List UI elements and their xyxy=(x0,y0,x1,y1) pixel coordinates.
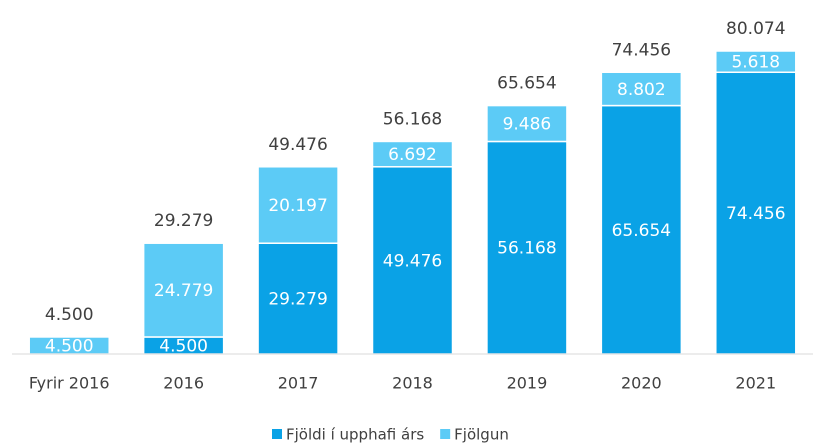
value-label: 56.168 xyxy=(497,239,556,259)
total-label: 56.168 xyxy=(383,109,442,129)
total-label: 49.476 xyxy=(268,135,327,155)
bar-segment xyxy=(715,71,797,355)
legend-swatch xyxy=(440,429,451,439)
value-label: 5.618 xyxy=(731,53,780,73)
value-label: 4.500 xyxy=(45,336,94,356)
x-tick-label: 2021 xyxy=(735,374,776,393)
total-label: 65.654 xyxy=(497,74,556,94)
total-label: 4.500 xyxy=(45,305,94,325)
bar-segment xyxy=(257,166,339,244)
bar-segment xyxy=(715,50,797,74)
x-tick-label: 2016 xyxy=(163,374,204,393)
bar-segment xyxy=(142,242,225,338)
x-tick-label: 2018 xyxy=(392,374,433,393)
value-label: 9.486 xyxy=(503,115,552,135)
bar-segment xyxy=(486,140,568,355)
legend-swatch xyxy=(272,429,282,439)
value-label: 24.779 xyxy=(154,281,213,301)
total-label: 29.279 xyxy=(154,211,213,231)
value-label: 4.500 xyxy=(159,336,208,356)
bar-segment xyxy=(486,104,568,143)
value-label: 6.692 xyxy=(388,145,437,165)
x-tick-label: Fyrir 2016 xyxy=(29,374,110,393)
bar-segment xyxy=(600,104,683,355)
bar-segment xyxy=(371,140,454,168)
value-label: 29.279 xyxy=(268,290,327,310)
value-label: 20.197 xyxy=(268,196,327,216)
value-label: 49.476 xyxy=(383,251,442,271)
bar-segment xyxy=(257,242,339,355)
total-label: 74.456 xyxy=(612,40,671,60)
x-tick-label: 2017 xyxy=(278,374,319,393)
value-label: 65.654 xyxy=(612,221,671,241)
x-tick-label: 2020 xyxy=(621,374,662,393)
total-label: 80.074 xyxy=(726,19,785,39)
value-label: 74.456 xyxy=(726,204,785,224)
legend-label: Fjölgun xyxy=(454,426,509,444)
bar-segment xyxy=(600,71,683,107)
x-tick-label: 2019 xyxy=(507,374,548,393)
legend-label: Fjöldi í upphafi árs xyxy=(286,426,424,444)
value-label: 8.802 xyxy=(617,80,666,100)
